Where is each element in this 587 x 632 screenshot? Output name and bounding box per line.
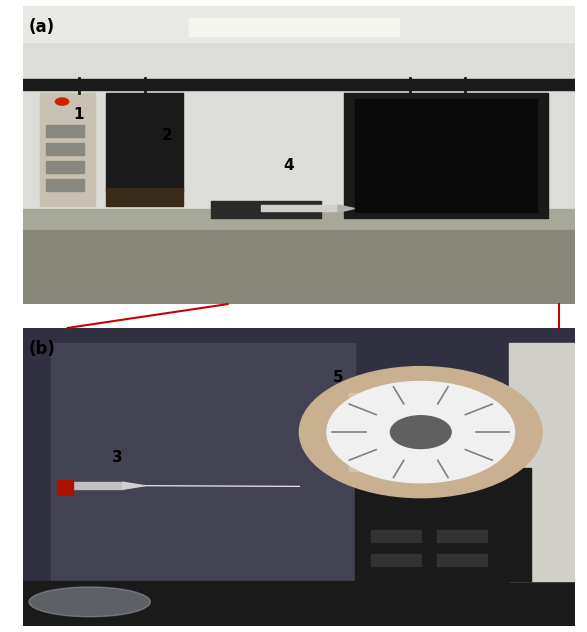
Text: 5: 5 <box>332 370 343 384</box>
Bar <box>46 161 84 173</box>
Bar <box>189 18 399 36</box>
Text: 3: 3 <box>112 450 123 465</box>
Bar <box>56 480 73 495</box>
Circle shape <box>299 367 542 497</box>
Circle shape <box>56 98 69 105</box>
Bar <box>23 6 575 215</box>
Bar <box>23 6 575 42</box>
Text: 4: 4 <box>283 158 294 173</box>
Bar <box>106 93 184 191</box>
Bar <box>23 79 575 90</box>
Bar <box>261 205 338 211</box>
Bar <box>23 209 575 229</box>
Bar <box>355 468 531 581</box>
Bar <box>343 93 548 218</box>
Bar <box>349 393 426 471</box>
Bar <box>211 202 322 218</box>
Bar <box>23 581 575 626</box>
Polygon shape <box>123 482 145 489</box>
Bar <box>46 143 84 155</box>
Bar <box>371 530 421 542</box>
Circle shape <box>327 382 515 483</box>
Bar <box>46 179 84 191</box>
Bar <box>46 125 84 137</box>
Bar <box>437 530 487 542</box>
Text: (b): (b) <box>29 340 56 358</box>
Bar <box>355 99 537 212</box>
Bar <box>106 188 184 206</box>
Bar <box>40 93 95 206</box>
Bar <box>23 229 575 304</box>
Text: (a): (a) <box>29 18 55 36</box>
Bar <box>371 554 421 566</box>
Bar <box>51 343 355 581</box>
Text: 1: 1 <box>73 107 83 123</box>
Ellipse shape <box>29 587 150 617</box>
Bar <box>68 482 123 489</box>
Bar <box>509 343 575 581</box>
Bar <box>437 554 487 566</box>
Circle shape <box>390 416 451 449</box>
Polygon shape <box>338 205 355 212</box>
Text: 2: 2 <box>161 128 172 143</box>
